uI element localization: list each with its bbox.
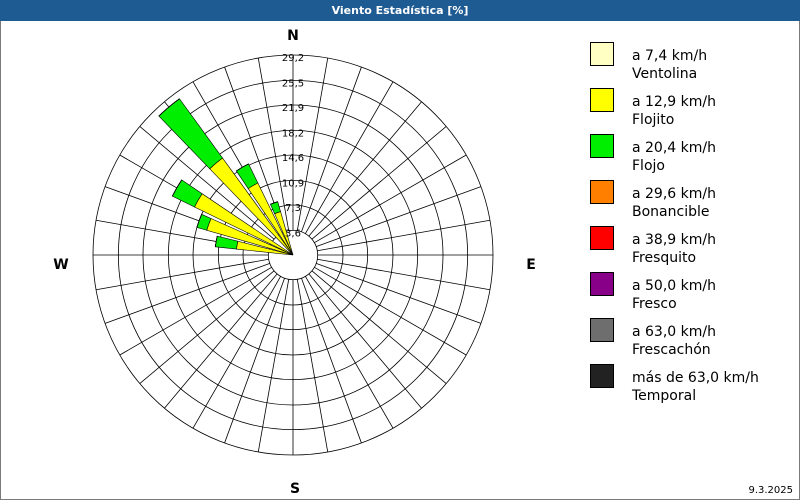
legend-swatch [590, 180, 614, 204]
r-tick-label: 14,6 [282, 153, 304, 164]
spoke [139, 126, 275, 240]
spoke [139, 270, 275, 384]
spoke [316, 263, 482, 324]
spoke [311, 270, 447, 384]
legend-swatch [590, 318, 614, 342]
spoke [119, 266, 272, 356]
compass-label: E [526, 257, 536, 273]
chart-title: Viento Estadística [%] [332, 4, 469, 17]
legend-label: Flojo [632, 158, 665, 174]
legend-label: más de 63,0 km/h [632, 370, 759, 386]
legend-label: a 29,6 km/h [632, 186, 716, 202]
spoke [308, 273, 422, 409]
r-tick-label: 7,3 [285, 203, 301, 214]
legend-swatch [590, 134, 614, 158]
legend-swatch [590, 226, 614, 250]
spoke [317, 219, 491, 252]
legend-label: Bonancible [632, 204, 709, 220]
spoke [104, 263, 270, 324]
spoke [317, 258, 491, 291]
legend-swatch [590, 272, 614, 296]
spoke [314, 154, 467, 244]
spoke [304, 276, 394, 429]
legend-swatch [590, 42, 614, 66]
compass-label: W [53, 257, 68, 273]
spoke [164, 273, 278, 409]
spoke [192, 276, 282, 429]
spoke [95, 258, 269, 291]
legend-label: a 20,4 km/h [632, 140, 716, 156]
r-tick-label: 29,2 [282, 53, 304, 64]
date: 9.3.2025 [748, 485, 793, 496]
spoke [314, 266, 467, 356]
spoke [308, 101, 422, 237]
legend-label: a 7,4 km/h [632, 48, 707, 64]
legend-label: a 63,0 km/h [632, 324, 716, 340]
legend-label: Frescachón [632, 342, 711, 358]
sector [236, 163, 249, 172]
compass-label: S [290, 481, 300, 497]
legend-swatch [590, 88, 614, 112]
legend-label: a 50,0 km/h [632, 278, 716, 294]
spoke [301, 278, 362, 444]
title-bar [0, 0, 800, 21]
legend-label: a 12,9 km/h [632, 94, 716, 110]
r-tick-label: 18,2 [282, 128, 304, 139]
spoke [257, 279, 290, 453]
legend-label: Fresco [632, 296, 677, 312]
spoke [296, 57, 329, 231]
spoke [311, 126, 447, 240]
spoke [316, 186, 482, 247]
r-tick-label: 3,6 [285, 228, 301, 239]
compass-label: N [287, 28, 299, 44]
spoke [301, 66, 362, 232]
spoke [257, 57, 290, 231]
spoke [296, 279, 329, 453]
r-tick-label: 21,9 [282, 103, 304, 114]
spoke [304, 81, 394, 234]
r-tick-label: 10,9 [282, 178, 304, 189]
legend-label: Fresquito [632, 250, 696, 266]
legend-label: Flojito [632, 112, 674, 128]
legend-label: Temporal [631, 388, 696, 404]
legend-label: Ventolina [632, 66, 697, 82]
legend-swatch [590, 364, 614, 388]
legend-label: a 38,9 km/h [632, 232, 716, 248]
spoke [224, 278, 285, 444]
r-tick-label: 25,5 [282, 78, 304, 89]
